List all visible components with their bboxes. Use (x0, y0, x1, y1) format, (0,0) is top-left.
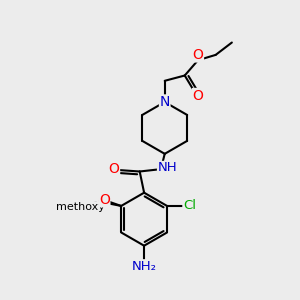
Text: NH₂: NH₂ (132, 260, 157, 273)
Text: O: O (97, 196, 107, 209)
Text: Cl: Cl (183, 200, 196, 212)
Text: N: N (160, 95, 170, 109)
Text: O: O (99, 193, 110, 207)
Text: methoxy: methoxy (56, 202, 104, 212)
Text: O: O (193, 48, 203, 62)
Text: NH: NH (158, 161, 177, 175)
Text: O: O (193, 88, 203, 103)
Text: O: O (109, 161, 119, 176)
